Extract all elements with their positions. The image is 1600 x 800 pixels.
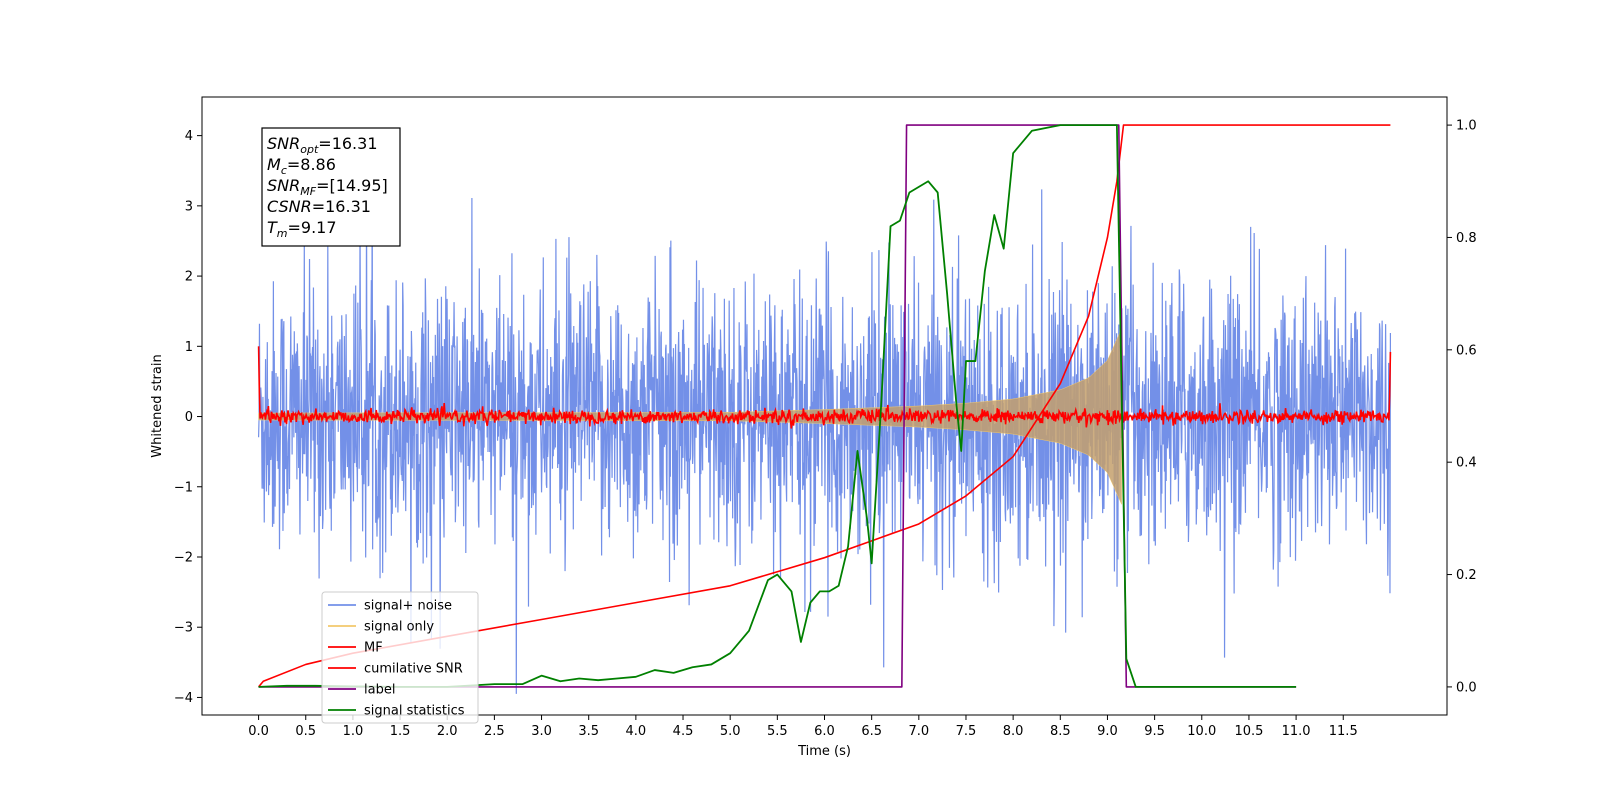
legend-entry: MF [364,641,383,656]
x-tick-label: 8.0 [1003,724,1024,739]
x-tick-label: 10.5 [1234,724,1263,739]
x-tick-label: 4.5 [673,724,694,739]
stats-line-value: =[14.95] [316,176,388,195]
stats-line: SNRMF=[14.95] [267,176,388,198]
x-tick-label: 11.0 [1282,724,1311,739]
series-mf-line [257,346,1392,429]
y-axis-label: Whitened strain [150,354,165,457]
x-tick-label: 8.5 [1050,724,1071,739]
x-tick-label: 7.0 [908,724,929,739]
x-tick-label: 3.0 [531,724,552,739]
x-tick-label: 3.5 [578,724,599,739]
x-tick-label: 11.5 [1329,724,1358,739]
series-signal-plus-noise-line [257,162,1392,694]
y-tick-label: 3 [185,199,193,214]
stats-line-symbol: M [267,155,281,174]
x-tick-label: 1.5 [390,724,411,739]
legend-entry: cumilative SNR [364,662,463,677]
y-tick-label: −4 [174,691,193,706]
stats-line-value: =16.31 [318,134,377,153]
stats-line-symbol: T [267,218,278,237]
y-right-tick-label: 0.2 [1456,568,1477,583]
stats-line-subscript: opt [300,143,319,156]
y-right-tick-label: 0.4 [1456,456,1477,471]
legend-frame [321,591,479,724]
stats-line: Tm=9.17 [267,218,337,240]
y-right-tick-label: 0.8 [1456,231,1477,246]
stats-line-symbol: CSNR [267,197,312,216]
x-tick-label: 5.5 [767,724,788,739]
stats-line-value: =8.86 [287,155,336,174]
stats-line-subscript: c [281,164,287,177]
y-tick-label: −3 [174,621,193,636]
x-tick-label: 1.0 [343,724,364,739]
y-tick-label: 0 [185,410,193,425]
stats-line-symbol: SNR [267,176,300,195]
legend: signal+ noise signal only MF cumilative SNR… [321,591,479,724]
stats-line-value: =9.17 [288,218,337,237]
stats-box: SNRopt=16.31Mc=8.86SNRMF=[14.95]CSNR=16.… [261,127,401,247]
y-right-tick-label: 1.0 [1456,119,1477,134]
y-tick-label: −2 [174,550,193,565]
x-tick-label: 4.0 [626,724,647,739]
x-tick-label: 0.0 [248,724,269,739]
y-tick-label: 1 [185,340,193,355]
x-tick-label: 2.5 [484,724,505,739]
y-right-tick-label: 0.0 [1456,680,1477,695]
x-tick-label: 9.5 [1144,724,1165,739]
x-tick-label: 9.0 [1097,724,1118,739]
x-tick-label: 6.5 [861,724,882,739]
y-tick-label: 4 [185,129,193,144]
x-axis-label: Time (s) [797,744,851,759]
y-right-tick-label: 0.6 [1456,343,1477,358]
stats-box-frame [261,127,401,247]
stats-line-symbol: SNR [267,134,300,153]
stats-line-subscript: MF [300,185,316,198]
x-tick-label: 0.5 [295,724,316,739]
legend-entry: signal only [364,620,434,635]
legend-entry: label [364,683,395,698]
stats-line-value: =16.31 [312,197,371,216]
series-signal-statistics-line [258,124,1297,688]
stats-line: CSNR=16.31 [267,197,371,216]
x-tick-label: 2.0 [437,724,458,739]
legend-entry: signal statistics [364,704,465,719]
legend-entry: signal+ noise [364,599,452,614]
x-tick-label: 6.0 [814,724,835,739]
stats-line-subscript: m [277,227,288,240]
y-tick-label: −1 [174,480,193,495]
stats-line: SNRopt=16.31 [267,134,378,156]
x-tick-label: 10.0 [1187,724,1216,739]
stats-line: Mc=8.86 [267,155,336,177]
y-tick-label: 2 [185,270,193,285]
x-tick-label: 7.5 [956,724,977,739]
plot-data-layer [257,124,1392,694]
axes-layer: 0.0 0.5 1.0 1.5 2.0 2.5 3.0 3.5 4.0 4.5 5.0 5.5 6.0 6… [174,119,1477,739]
x-tick-label: 5.0 [720,724,741,739]
